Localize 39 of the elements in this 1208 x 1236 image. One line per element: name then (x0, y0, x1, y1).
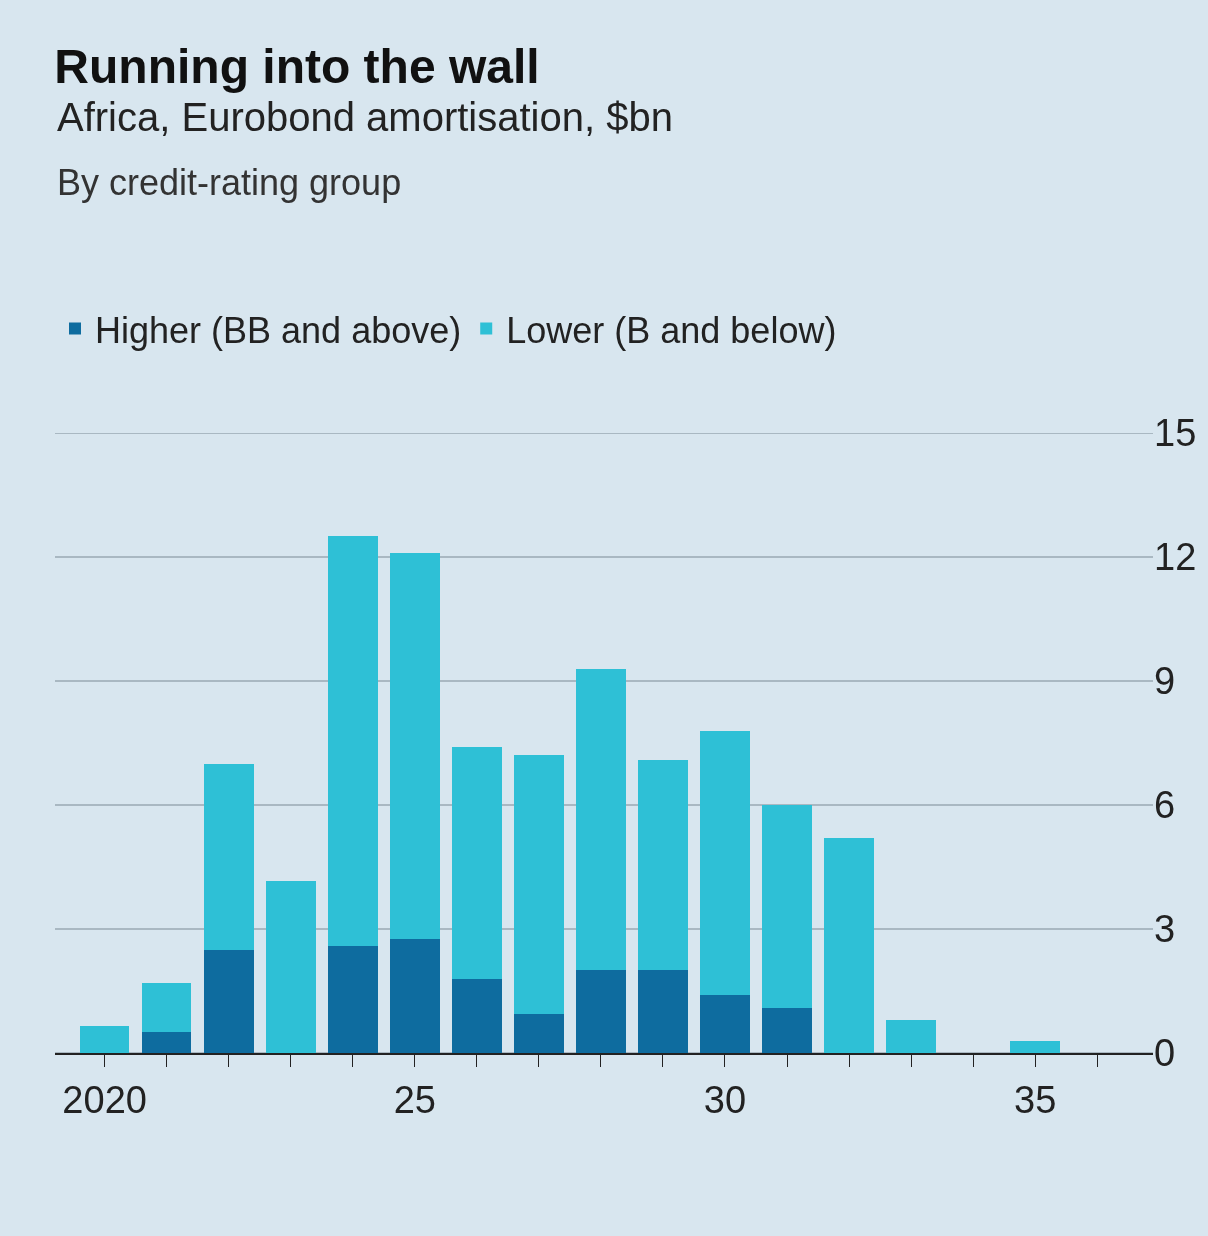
bar (762, 805, 812, 1008)
legend-label: Lower (B and below) (506, 309, 837, 351)
bar (886, 1019, 936, 1053)
bar (514, 755, 564, 1014)
bar (141, 1032, 192, 1053)
bar (265, 881, 316, 1053)
y-tick-label: 6 (1154, 784, 1176, 827)
bar (203, 949, 254, 1053)
bar (576, 668, 626, 971)
bar (762, 1007, 812, 1053)
bar (203, 763, 254, 950)
x-tick-label: 30 (703, 1078, 747, 1121)
bar (638, 970, 688, 1053)
x-tick-label: 25 (393, 1078, 436, 1121)
bar (452, 747, 502, 979)
y-tick-label: 15 (1154, 412, 1197, 455)
bar (327, 945, 378, 1053)
y-tick-label: 3 (1154, 908, 1176, 951)
bar (327, 536, 378, 946)
bar (700, 730, 750, 996)
bar (576, 970, 626, 1053)
bar (824, 838, 874, 1053)
bar (452, 978, 502, 1053)
bar (638, 759, 688, 971)
bar (389, 552, 440, 940)
bar (389, 939, 440, 1053)
x-tick-label: 35 (1014, 1078, 1057, 1121)
y-tick-label: 0 (1154, 1032, 1176, 1075)
bar (514, 1013, 564, 1053)
chart-title: Running into the wall (54, 40, 540, 94)
y-tick-label: 12 (1154, 536, 1197, 579)
legend-label: Higher (BB and above) (95, 309, 462, 351)
y-tick-label: 9 (1154, 660, 1176, 703)
bar (1010, 1040, 1060, 1053)
chart-subtitle: Africa, Eurobond amortisation, $bn By credit-rating group (57, 95, 673, 203)
bar (700, 995, 750, 1053)
x-tick-label: 2020 (62, 1078, 147, 1121)
bar (79, 1026, 130, 1053)
bar (141, 982, 192, 1033)
